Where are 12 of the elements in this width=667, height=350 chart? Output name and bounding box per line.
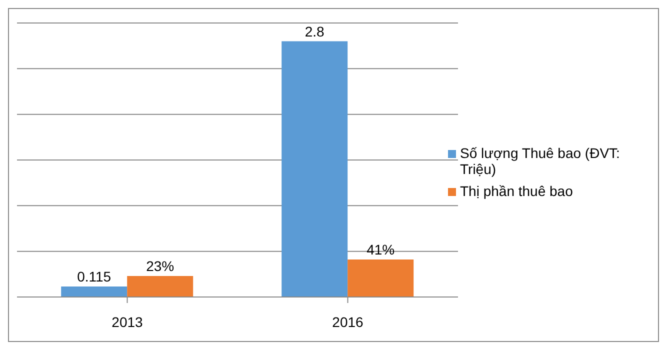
data-label: 2.8 bbox=[304, 23, 325, 40]
data-label: 41% bbox=[366, 242, 395, 258]
legend-label: Số lượng Thuê bao (ĐVT: Triệu) bbox=[460, 145, 621, 177]
data-label: 23% bbox=[146, 258, 174, 274]
x-tick-label: 2016 bbox=[332, 314, 364, 330]
data-label: 0.115 bbox=[77, 268, 112, 284]
bar bbox=[348, 260, 414, 297]
x-tick-label: 2013 bbox=[112, 314, 144, 330]
bar bbox=[282, 41, 348, 297]
legend-label: Thị phần thuê bao bbox=[460, 183, 573, 199]
bar bbox=[127, 276, 194, 297]
bar bbox=[61, 286, 128, 297]
